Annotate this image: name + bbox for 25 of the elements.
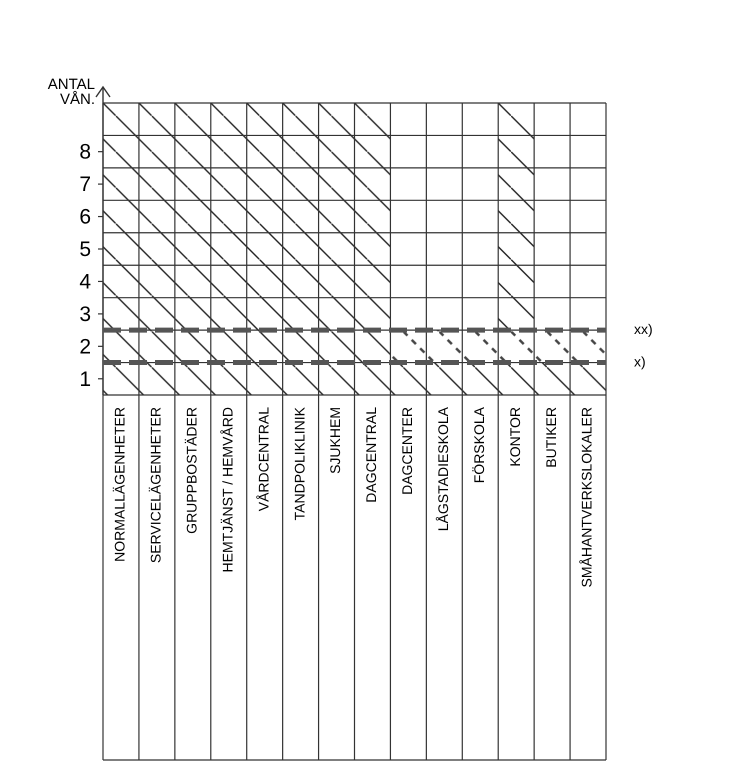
y-tick-label: 5	[79, 238, 91, 261]
x-tick-label: DAGCENTER	[399, 407, 416, 495]
x-tick-label: SERVICELÄGENHETER	[148, 407, 164, 564]
x-tick-label: SJUKHEM	[327, 407, 344, 474]
x-tick-label: SMÅHANTVERKSLOKALER	[578, 407, 595, 588]
x-tick-label: GRUPPBOSTÄDER	[184, 407, 200, 534]
y-tick-label: 4	[79, 270, 92, 294]
x-tick-label: KONTOR	[506, 407, 523, 467]
ref-line-label: x)	[634, 353, 646, 370]
ref-line-label: xx)	[634, 320, 653, 337]
x-tick-label: FÖRSKOLA	[470, 406, 487, 484]
y-tick-label: 1	[79, 368, 91, 391]
x-tick-label: HEMTJÄNST / HEMVÅRD	[219, 407, 236, 572]
x-tick-label: NORMALLÄGENHETER	[112, 407, 128, 562]
x-tick-label: VÅRDCENTRAL	[255, 406, 272, 512]
x-tick-label: LÅGSTADIESKOLA	[435, 406, 452, 532]
y-tick-label: 3	[79, 302, 91, 326]
y-tick-label: 6	[79, 206, 91, 229]
y-tick-label: 2	[79, 335, 91, 358]
x-tick-label: BUTIKER	[542, 407, 559, 468]
x-tick-label: TANDPOLIKLINIK	[291, 406, 308, 520]
x-tick-label: DAGCENTRAL	[363, 406, 380, 503]
y-axis-title: ANTAL VÅN.	[48, 76, 95, 108]
y-tick-label: 8	[79, 140, 91, 164]
y-tick-label: 7	[79, 173, 91, 196]
